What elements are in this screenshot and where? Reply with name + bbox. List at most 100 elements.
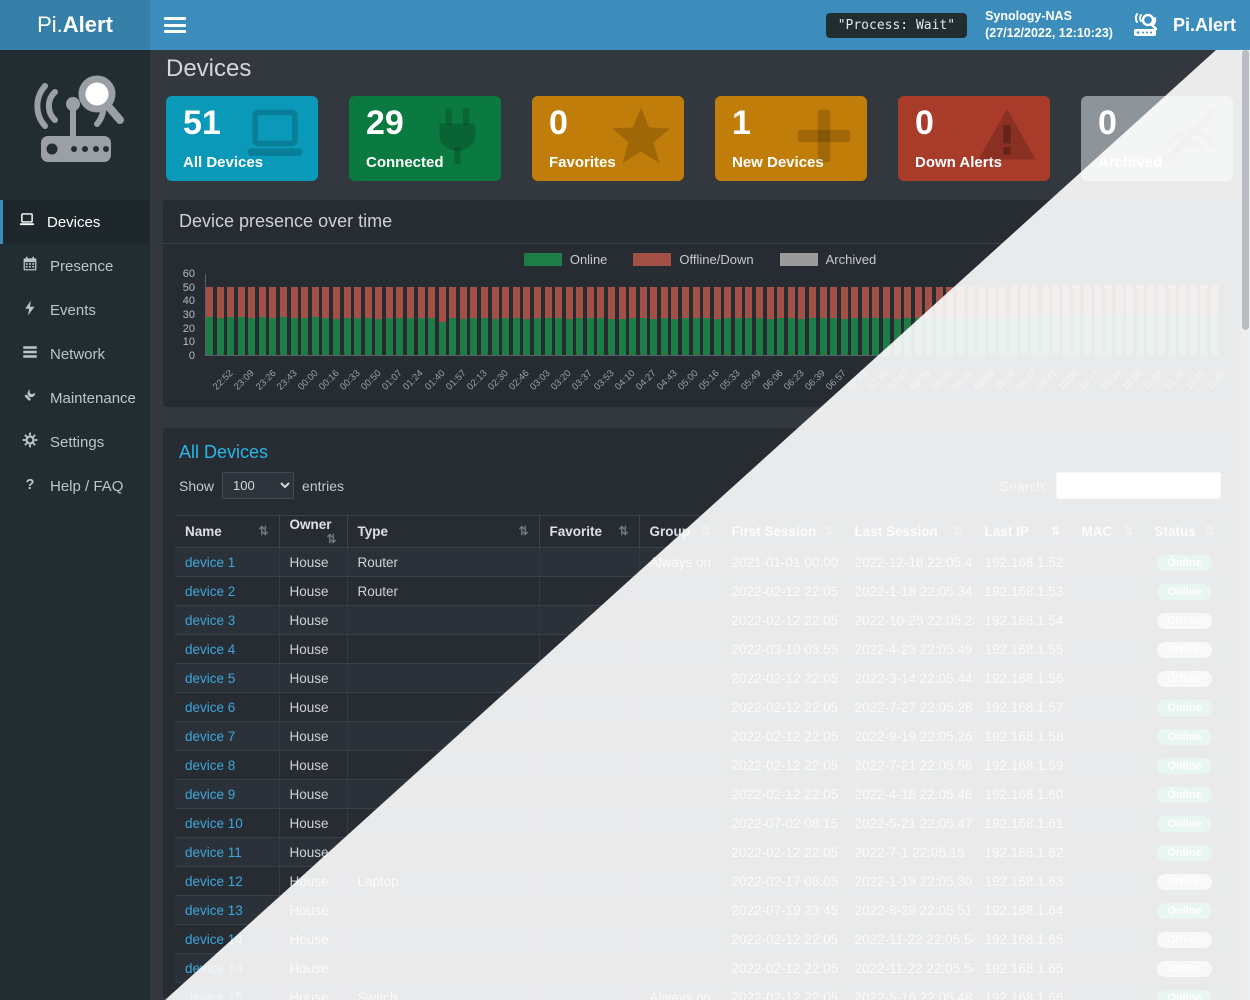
header-brand[interactable]: Pi.Alert: [1131, 12, 1236, 38]
cell-owner: House: [279, 635, 347, 664]
cell-first_session: 2022-07-02 08:15: [721, 809, 844, 838]
device-row[interactable]: device 4House2022-03-10 03:552022-4-23 2…: [175, 635, 1225, 664]
device-row[interactable]: device 3House2022-02-12 22:052022-10-25 …: [175, 606, 1225, 635]
column-header-name[interactable]: Name⇅: [175, 516, 279, 548]
app-logo[interactable]: Pi.Alert: [0, 0, 150, 50]
device-row[interactable]: device 6House2022-02-12 22:052022-7-27 2…: [175, 693, 1225, 722]
device-link[interactable]: device 6: [185, 700, 235, 715]
device-row[interactable]: device 14House2022-02-12 22:052022-11-22…: [175, 954, 1225, 983]
device-link[interactable]: device 12: [185, 874, 243, 889]
status-badge: Online: [1157, 700, 1211, 716]
column-header-mac[interactable]: MAC⇅: [1071, 516, 1144, 548]
device-row[interactable]: device 8House2022-02-12 22:052022-7-21 2…: [175, 751, 1225, 780]
sidebar-item-events[interactable]: Events: [0, 288, 150, 332]
cell-type: Laptop: [347, 867, 539, 896]
stacked-bar: [640, 287, 647, 355]
column-header-last-ip[interactable]: Last IP⇅: [974, 516, 1071, 548]
sidebar-item-maintenance[interactable]: Maintenance: [0, 376, 150, 420]
stacked-bar: [449, 287, 456, 355]
device-link[interactable]: device 7: [185, 729, 235, 744]
device-row[interactable]: device 5House2022-02-12 22:052022-3-14 2…: [175, 664, 1225, 693]
device-row[interactable]: device 10House2022-07-02 08:152022-5-21 …: [175, 809, 1225, 838]
device-link[interactable]: device 3: [185, 613, 235, 628]
device-row[interactable]: device 13House2022-07-19 23:452022-8-28 …: [175, 896, 1225, 925]
device-link[interactable]: device 4: [185, 642, 235, 657]
x-tick: 23:26: [247, 358, 268, 398]
device-row[interactable]: device 2HouseRouter2022-02-12 22:052022-…: [175, 577, 1225, 606]
scrollbar-thumb[interactable]: [1242, 50, 1249, 330]
card-down-alerts[interactable]: 0Down Alerts: [898, 96, 1050, 181]
laptop-icon: [19, 212, 35, 232]
x-tick: 03:53: [585, 358, 606, 398]
legend-item-online[interactable]: Online: [524, 252, 608, 267]
stacked-bar: [693, 287, 700, 355]
card-archived[interactable]: 0Archived: [1081, 96, 1233, 181]
device-link[interactable]: device 15: [185, 990, 243, 1000]
card-value: 0: [1098, 104, 1117, 143]
sidebar-item-help-faq[interactable]: ?Help / FAQ: [0, 464, 150, 508]
stacked-bar: [354, 287, 361, 355]
cell-type: [347, 693, 539, 722]
device-row[interactable]: device 14House2022-02-12 22:052022-11-22…: [175, 925, 1225, 954]
x-tick: 06:39: [797, 358, 818, 398]
legend-item-archived[interactable]: Archived: [780, 252, 877, 267]
device-link[interactable]: device 1: [185, 555, 235, 570]
scrollbar-track[interactable]: [1241, 50, 1250, 1000]
device-row[interactable]: device 12HouseLaptop2022-02-17 08:052022…: [175, 867, 1225, 896]
cell-type: [347, 838, 539, 867]
column-header-type[interactable]: Type⇅: [347, 516, 539, 548]
cell-name: device 14: [175, 925, 279, 954]
device-link[interactable]: device 2: [185, 584, 235, 599]
column-header-last-session[interactable]: Last Session⇅: [844, 516, 974, 548]
entries-label: entries: [302, 478, 344, 494]
cell-status: Online: [1144, 983, 1225, 1000]
column-header-favorite[interactable]: Favorite⇅: [539, 516, 639, 548]
x-tick: 22:52: [205, 358, 226, 398]
sidebar-item-presence[interactable]: Presence: [0, 244, 150, 288]
legend-item-offline-down[interactable]: Offline/Down: [633, 252, 753, 267]
sidebar-toggle-icon[interactable]: [164, 17, 186, 33]
device-link[interactable]: device 5: [185, 671, 235, 686]
stacked-bar: [608, 287, 615, 355]
device-row[interactable]: device 7House2022-02-12 22:052022-9-19 2…: [175, 722, 1225, 751]
device-link[interactable]: device 9: [185, 787, 235, 802]
card-favorites[interactable]: 0Favorites: [532, 96, 684, 181]
stacked-bar: [619, 287, 626, 355]
status-badge: Offline: [1157, 932, 1212, 948]
cell-first_session: 2022-02-12 22:05: [721, 751, 844, 780]
device-row[interactable]: device 15HouseSwitchAlways on2022-02-12 …: [175, 983, 1225, 1000]
device-link[interactable]: device 14: [185, 961, 243, 976]
card-connected[interactable]: 29Connected: [349, 96, 501, 181]
device-link[interactable]: device 14: [185, 932, 243, 947]
column-header-owner[interactable]: Owner⇅: [279, 516, 347, 548]
stacked-bar: [894, 287, 901, 355]
device-link[interactable]: device 8: [185, 758, 235, 773]
stacked-bar: [851, 287, 858, 355]
sidebar-item-devices[interactable]: Devices: [0, 200, 150, 244]
x-tick: 11:57: [1198, 358, 1219, 398]
column-header-first-session[interactable]: First Session⇅: [721, 516, 844, 548]
cell-group: Always on: [639, 983, 721, 1000]
device-row[interactable]: device 1HouseRouterAlways on2021-01-01 0…: [175, 548, 1225, 577]
card-new-devices[interactable]: 1New Devices: [715, 96, 867, 181]
device-link[interactable]: device 13: [185, 903, 243, 918]
column-header-label: Name: [185, 524, 222, 539]
column-header-group[interactable]: Group⇅: [639, 516, 721, 548]
page-length-select[interactable]: 100: [222, 472, 294, 499]
sidebar-item-settings[interactable]: Settings: [0, 420, 150, 464]
chart-y-axis: 0102030405060: [163, 274, 199, 356]
column-header-status[interactable]: Status⇅: [1144, 516, 1225, 548]
device-row[interactable]: device 9House2022-02-12 22:052022-4-18 2…: [175, 780, 1225, 809]
cell-name: device 4: [175, 635, 279, 664]
sidebar-item-network[interactable]: Network: [0, 332, 150, 376]
card-all-devices[interactable]: 51All Devices: [166, 96, 318, 181]
eye-slash-icon: [1159, 105, 1221, 172]
device-row[interactable]: device 11House2022-02-12 22:052022-7-1 2…: [175, 838, 1225, 867]
search-input[interactable]: [1056, 472, 1221, 499]
cell-type: [347, 780, 539, 809]
device-link[interactable]: device 11: [185, 845, 242, 860]
device-link[interactable]: device 10: [185, 816, 243, 831]
cell-favorite: [539, 809, 639, 838]
stacked-bar: [534, 287, 541, 355]
cell-last_ip: 192.168.1.66: [974, 983, 1071, 1000]
